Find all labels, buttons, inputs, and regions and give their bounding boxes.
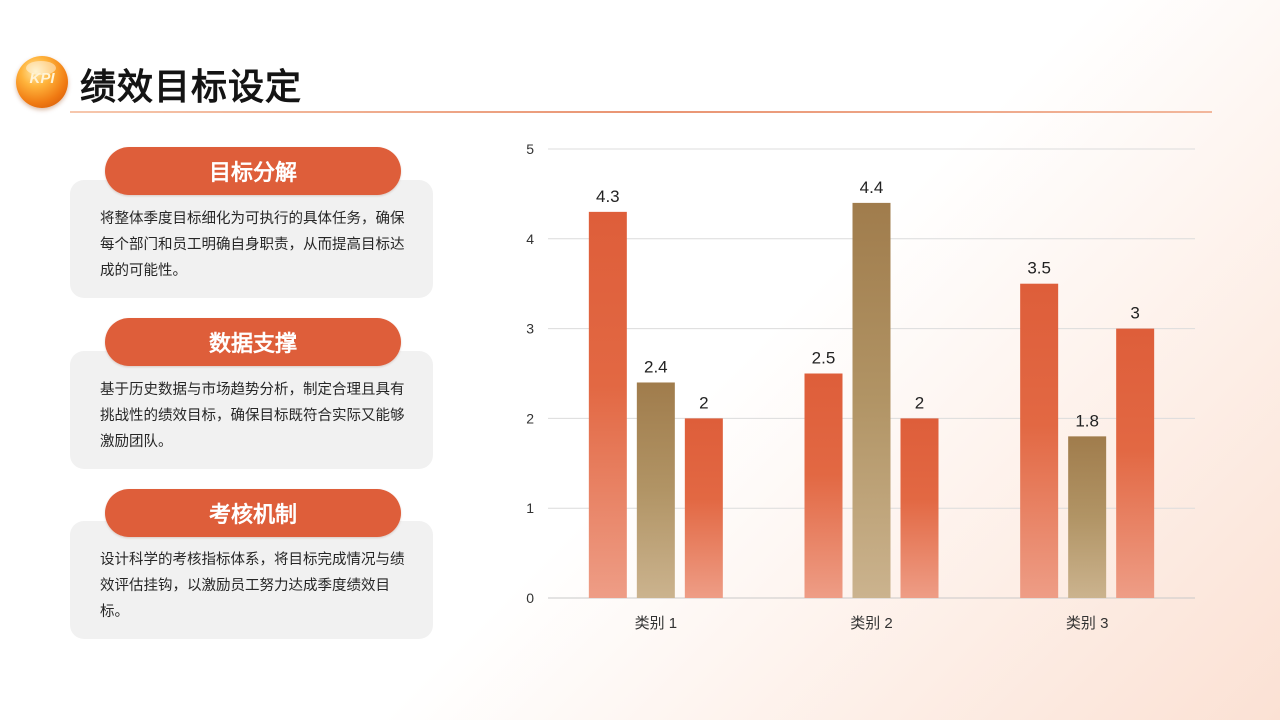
card-title-goal-breakdown: 目标分解 [105,147,401,195]
bar [804,373,843,598]
bar [684,418,723,598]
y-tick-label: 4 [526,231,534,247]
y-tick-label: 5 [526,141,534,157]
logo-text: KPI [29,70,55,87]
card-goal-breakdown: 将整体季度目标细化为可执行的具体任务，确保每个部门和员工明确自身职责，从而提高目… [70,180,433,298]
kpi-logo: KPI [16,56,68,108]
card-text: 将整体季度目标细化为可执行的具体任务，确保每个部门和员工明确自身职责，从而提高目… [100,211,405,279]
data-label: 3 [1130,304,1139,323]
data-label: 2.4 [644,357,668,376]
bar [1116,328,1155,598]
y-tick-label: 1 [526,500,534,516]
page-title: 绩效目标设定 [80,67,303,108]
data-label: 1.8 [1075,411,1099,430]
data-label: 2.5 [812,349,836,368]
data-label: 4.4 [860,178,884,197]
bar [1020,283,1059,598]
card-title-data-support: 数据支撑 [105,318,401,366]
data-label: 4.3 [596,187,620,206]
card-data-support: 基于历史数据与市场趋势分析，制定合理且具有挑战性的绩效目标，确保目标既符合实际又… [70,351,433,469]
logo-shine [26,61,56,75]
labels: 0 1 2 3 4 5 4.3 2.4 2 类别 1 2.5 4.4 2 类别 2 3.5 1.8 3 类别 3 [526,141,1140,632]
bar-chart: 0 1 2 3 4 5 4.3 2.4 2 类别 1 2.5 4.4 2 类别 2 3.5 1.8 3 类别 3 [526,141,1195,632]
bar [636,382,675,598]
card-text: 设计科学的考核指标体系，将目标完成情况与绩效评估挂钩，以激励员工努力达成季度绩效… [100,552,405,620]
card-assessment: 设计科学的考核指标体系，将目标完成情况与绩效评估挂钩，以激励员工努力达成季度绩效… [70,521,433,639]
data-label: 2 [699,393,708,412]
data-label: 2 [915,393,924,412]
x-tick-label: 类别 3 [1066,615,1109,632]
bar [852,202,891,598]
x-tick-label: 类别 1 [635,615,678,632]
y-tick-label: 3 [526,321,534,337]
x-tick-label: 类别 2 [850,615,893,632]
bar [1068,436,1107,598]
bar [900,418,939,598]
bars [588,202,1155,599]
bar [588,211,627,599]
y-tick-label: 0 [526,590,534,606]
card-title-assessment: 考核机制 [105,489,401,537]
data-label: 3.5 [1027,259,1051,278]
title-divider [70,111,1212,113]
card-text: 基于历史数据与市场趋势分析，制定合理且具有挑战性的绩效目标，确保目标既符合实际又… [100,382,405,450]
y-tick-label: 2 [526,410,534,426]
